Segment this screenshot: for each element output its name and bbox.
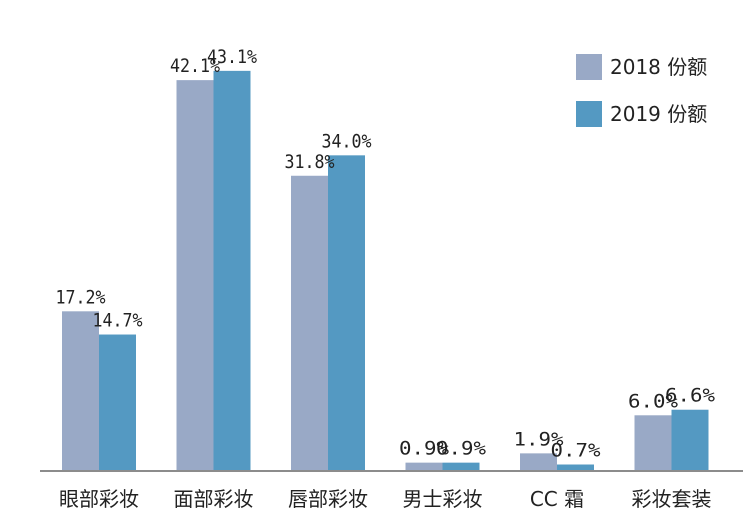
bar-2019-2 [328, 155, 365, 471]
bar-2019-0 [99, 334, 136, 471]
legend-label-2019: 2019 份额 [610, 102, 707, 126]
category-label-2: 唇部彩妆 [288, 487, 368, 511]
bar-2018-3 [405, 462, 443, 471]
bar-2019-3 [442, 462, 480, 471]
value-label-2019-1: 43.1% [207, 46, 257, 68]
value-label-2019-3: 0.9% [436, 438, 487, 460]
bar-2019-5 [671, 409, 709, 471]
value-labels-group: 17.2%14.7% 42.1%43.1% 31.8%34.0% 0.9%0.9% 1.… [56, 46, 716, 462]
category-label-4: CC 霜 [530, 487, 584, 511]
value-label-2018-1: 42.1% [170, 55, 220, 77]
legend-swatch-2018 [576, 54, 602, 80]
bars-group [62, 70, 709, 472]
bar-2018-5 [634, 415, 672, 471]
value-label-2019-0: 14.7% [93, 310, 143, 332]
value-label-2019-5: 6.6% [665, 385, 716, 407]
bar-2018-4 [520, 453, 557, 471]
value-label-2018-0: 17.2% [56, 286, 106, 308]
legend-swatch-2019 [576, 101, 602, 127]
category-label-5: 彩妆套装 [632, 487, 712, 511]
category-labels-group: 眼部彩妆 面部彩妆 唇部彩妆 男士彩妆 CC 霜 彩妆套装 [59, 487, 712, 511]
bar-2019-4 [557, 464, 594, 471]
category-label-0: 眼部彩妆 [59, 487, 139, 511]
value-label-2018-5: 6.0% [628, 390, 679, 412]
legend: 2018 份额 2019 份额 [576, 54, 707, 127]
bar-2018-2 [291, 175, 328, 472]
bar-2019-1 [213, 70, 251, 471]
value-label-2019-2: 34.0% [322, 130, 372, 152]
bar-2018-0 [62, 311, 99, 471]
category-label-1: 面部彩妆 [174, 487, 254, 511]
value-label-2019-4: 0.7% [551, 440, 602, 462]
value-label-2018-3: 0.9% [399, 438, 450, 460]
legend-label-2018: 2018 份额 [610, 55, 707, 79]
value-label-2018-4: 1.9% [514, 428, 565, 450]
bar-2018-1 [176, 80, 214, 471]
value-label-2018-2: 31.8% [285, 151, 335, 173]
category-label-3: 男士彩妆 [403, 487, 483, 511]
